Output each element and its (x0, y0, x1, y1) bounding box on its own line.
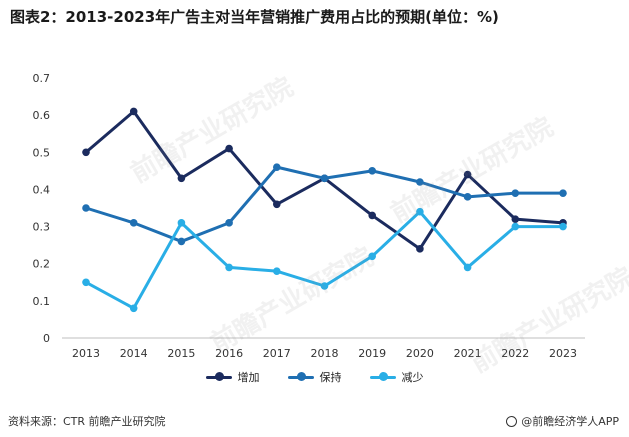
x-tick-label: 2016 (215, 347, 243, 360)
brand-credit: @前瞻经济学人APP (506, 413, 619, 429)
legend-swatch (205, 372, 232, 381)
brand-logo-icon (506, 415, 518, 427)
data-point (177, 237, 186, 246)
data-point (511, 215, 520, 223)
data-point (82, 278, 90, 287)
chart-title: 图表2：2013-2023年广告主对当年营销推广费用占比的预期(单位：%) (10, 8, 499, 26)
series-2 (82, 207, 567, 313)
legend-label: 保持 (319, 371, 342, 384)
data-point (559, 222, 567, 231)
data-point (463, 170, 472, 179)
x-tick-label: 2014 (120, 347, 148, 360)
legend-label: 减少 (401, 371, 424, 384)
legend: 增加 保持 减少 (0, 369, 629, 385)
legend-label: 增加 (237, 371, 260, 384)
x-tick-label: 2019 (358, 347, 386, 360)
data-point (463, 263, 472, 272)
data-point (416, 207, 424, 216)
x-tick-label: 2018 (311, 347, 339, 360)
y-tick-label: 0.6 (33, 109, 51, 122)
brand-text: @前瞻经济学人APP (521, 415, 619, 428)
data-point (177, 174, 186, 183)
data-point (320, 174, 329, 183)
legend-swatch (369, 372, 396, 381)
data-point (368, 252, 377, 261)
x-tick-label: 2015 (167, 347, 195, 360)
series-line (85, 210, 563, 310)
x-tick-label: 2022 (501, 347, 529, 360)
source-note: 资料来源：CTR 前瞻产业研究院 (8, 415, 166, 428)
data-point (273, 267, 281, 275)
data-point (368, 211, 377, 220)
legend-item: 减少 (369, 369, 424, 385)
legend-swatch (287, 372, 314, 381)
y-tick-label: 0 (43, 332, 50, 345)
x-tick-label: 2021 (454, 347, 482, 360)
data-point (511, 189, 520, 197)
data-point (416, 178, 424, 186)
y-tick-label: 0.7 (33, 72, 51, 85)
data-point (225, 219, 233, 227)
y-tick-label: 0.5 (33, 146, 51, 159)
data-point (129, 219, 138, 227)
data-point (177, 219, 186, 227)
x-tick-label: 2013 (72, 347, 100, 360)
data-point (559, 189, 567, 197)
data-point (463, 193, 472, 201)
y-axis: 0 0.1 0.2 0.3 0.4 0.5 0.6 0.7 (33, 72, 51, 345)
data-point (273, 163, 281, 171)
data-point (129, 304, 138, 313)
x-axis: 2013 2014 2015 2016 2017 2018 2019 2020 2021 2022… (72, 347, 577, 360)
x-tick-label: 2023 (549, 347, 577, 360)
data-point (273, 200, 281, 209)
x-tick-label: 2020 (406, 347, 434, 360)
data-point (82, 204, 90, 212)
data-point (511, 222, 520, 231)
y-tick-label: 0.4 (33, 183, 51, 196)
series-group (82, 107, 567, 313)
series-1 (82, 163, 567, 246)
data-point (82, 148, 90, 157)
data-point (129, 107, 138, 116)
data-point (416, 245, 424, 253)
legend-item: 保持 (287, 369, 342, 385)
data-point (368, 167, 377, 175)
data-point (225, 144, 233, 153)
data-point (320, 282, 329, 290)
y-tick-label: 0.2 (33, 258, 51, 271)
data-point (225, 263, 233, 272)
y-tick-label: 0.1 (33, 295, 51, 308)
y-tick-label: 0.3 (33, 221, 51, 234)
legend-item: 增加 (205, 369, 260, 385)
x-tick-label: 2017 (263, 347, 291, 360)
